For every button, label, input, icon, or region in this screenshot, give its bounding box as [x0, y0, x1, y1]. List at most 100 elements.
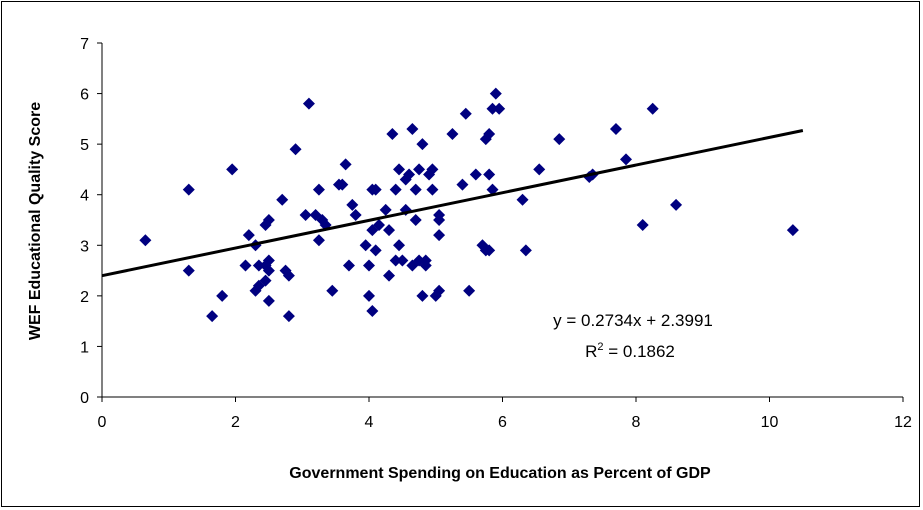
data-point — [459, 107, 472, 120]
r-squared-label: R2 = 0.1862 — [585, 341, 675, 361]
data-point — [463, 284, 476, 297]
data-point — [276, 193, 289, 206]
y-tick-label: 4 — [80, 188, 89, 205]
data-point — [553, 133, 566, 146]
data-point — [363, 289, 375, 302]
y-tick-label: 2 — [80, 289, 89, 306]
data-point — [336, 178, 349, 191]
data-points — [139, 87, 799, 323]
data-point — [409, 214, 422, 226]
trendline-line — [101, 129, 804, 278]
data-point — [346, 198, 359, 211]
data-point — [416, 138, 429, 151]
data-point — [182, 264, 195, 277]
x-tick-label: 0 — [98, 414, 107, 431]
data-point — [383, 224, 396, 237]
data-point — [379, 203, 392, 216]
data-point — [386, 128, 399, 141]
data-point — [670, 198, 683, 211]
data-point — [469, 168, 482, 181]
data-point — [433, 229, 446, 242]
data-point — [533, 163, 546, 176]
data-point — [369, 244, 382, 257]
data-point — [413, 163, 426, 176]
data-point — [312, 234, 325, 247]
data-point — [349, 208, 362, 221]
data-point — [419, 254, 432, 267]
data-point — [299, 208, 312, 221]
data-point — [262, 294, 275, 307]
data-point — [456, 178, 469, 191]
x-tick-label: 2 — [231, 414, 240, 431]
data-point — [393, 163, 406, 176]
y-tick-label: 1 — [80, 339, 89, 356]
x-tick-label: 12 — [894, 414, 912, 431]
data-point — [226, 163, 239, 176]
y-tick-label: 5 — [80, 137, 89, 154]
data-point — [426, 163, 439, 176]
data-point — [366, 305, 379, 318]
y-axis-title: WEF Educational Quality Score — [27, 102, 44, 340]
data-point — [446, 128, 459, 141]
data-point — [786, 224, 799, 237]
r-squared-superscript: 2 — [597, 341, 603, 353]
data-point — [206, 310, 219, 323]
x-tick-label: 4 — [365, 414, 374, 431]
y-tick-label: 7 — [80, 36, 89, 53]
data-point — [516, 193, 529, 206]
data-point — [182, 183, 195, 196]
y-tick-label: 6 — [80, 87, 89, 104]
x-tick-label: 8 — [632, 414, 641, 431]
data-point — [416, 289, 429, 302]
data-point — [393, 239, 406, 252]
data-point — [262, 214, 275, 226]
data-point — [312, 183, 325, 196]
data-point — [242, 229, 255, 242]
y-tick-label: 0 — [80, 390, 89, 407]
data-point — [409, 183, 422, 196]
data-point — [646, 102, 659, 115]
data-point — [359, 239, 372, 252]
y-tick-label: 3 — [80, 238, 89, 255]
data-point — [339, 158, 352, 171]
data-point — [493, 102, 506, 115]
data-point — [433, 214, 446, 226]
data-point — [369, 183, 382, 196]
data-point — [519, 244, 532, 257]
data-point — [426, 183, 439, 196]
data-point — [403, 168, 416, 181]
data-point — [282, 310, 295, 323]
data-point — [489, 87, 502, 100]
data-point — [483, 244, 496, 257]
data-point — [302, 97, 315, 110]
data-point — [239, 259, 252, 272]
r-squared-r: R — [585, 342, 597, 361]
data-point — [609, 122, 622, 135]
data-point — [406, 122, 419, 135]
data-point — [396, 254, 409, 267]
data-point — [373, 219, 386, 232]
x-tick-label: 10 — [761, 414, 779, 431]
data-point — [282, 269, 295, 282]
data-point — [636, 219, 649, 232]
data-point — [216, 289, 229, 302]
x-axis-title: Government Spending on Education as Perc… — [289, 465, 711, 482]
trendline — [101, 129, 804, 278]
data-point — [383, 269, 396, 282]
r-squared-value: = 0.1862 — [604, 342, 675, 361]
data-point — [389, 183, 402, 196]
data-point — [483, 128, 496, 141]
data-point — [259, 274, 272, 287]
x-tick-label: 6 — [498, 414, 507, 431]
data-point — [483, 168, 496, 181]
data-point — [619, 153, 632, 166]
data-point — [433, 284, 446, 297]
data-point — [326, 284, 339, 297]
data-point — [262, 254, 275, 267]
data-point — [389, 254, 402, 267]
trendline-equation: y = 0.2734x + 2.3991 — [553, 311, 713, 330]
data-point — [139, 234, 152, 247]
